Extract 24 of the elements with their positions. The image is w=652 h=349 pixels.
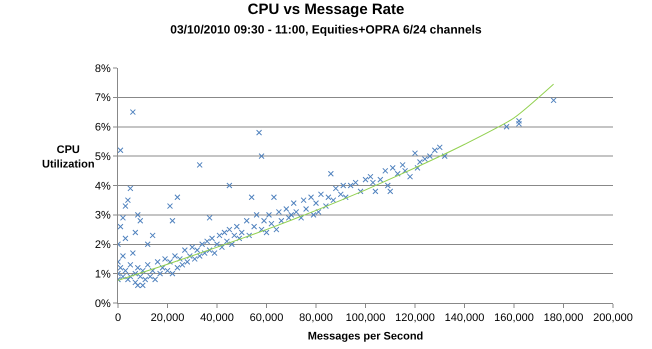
x-tick-label: 40,000	[200, 312, 234, 324]
y-tick-label: 1%	[94, 268, 112, 280]
x-tick-label: 100,000	[346, 312, 386, 324]
x-tick-label: 200,000	[593, 312, 633, 324]
y-tick-label: 7%	[94, 92, 112, 104]
x-tick-label: 80,000	[299, 312, 333, 324]
y-tick-label: 0%	[94, 298, 112, 310]
y-tick-label: 2%	[94, 239, 112, 252]
y-tick-label: 5%	[94, 150, 112, 163]
y-axis-title: CPU Utilization	[42, 144, 95, 170]
x-tick-label: 20,000	[150, 312, 184, 324]
x-tick-label: 60,000	[250, 312, 284, 324]
x-axis-title: Messages per Second	[308, 330, 424, 342]
y-tick-label: 8%	[94, 62, 112, 75]
y-tick-label: 3%	[94, 210, 112, 222]
x-tick-label: 160,000	[494, 312, 534, 324]
x-tick-label: 140,000	[444, 312, 484, 324]
x-tick-label: 120,000	[395, 312, 435, 324]
x-tick-label: 180,000	[544, 312, 584, 324]
x-tick-label: 0	[114, 312, 122, 324]
chart-title: CPU vs Message Rate	[248, 0, 404, 18]
chart-subtitle: 03/10/2010 09:30 - 11:00, Equities+OPRA 6/24 channels	[170, 22, 482, 36]
y-tick-label: 6%	[94, 122, 112, 134]
y-tick-label: 4%	[94, 180, 112, 192]
